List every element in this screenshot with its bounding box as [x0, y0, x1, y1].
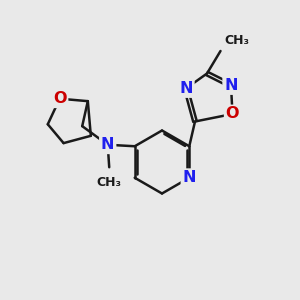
Text: O: O: [53, 91, 67, 106]
Text: N: N: [224, 78, 238, 93]
Text: CH₃: CH₃: [224, 34, 249, 47]
Text: N: N: [179, 81, 193, 96]
Text: O: O: [226, 106, 239, 122]
Text: CH₃: CH₃: [97, 176, 122, 189]
Text: N: N: [101, 137, 115, 152]
Text: N: N: [182, 170, 196, 185]
